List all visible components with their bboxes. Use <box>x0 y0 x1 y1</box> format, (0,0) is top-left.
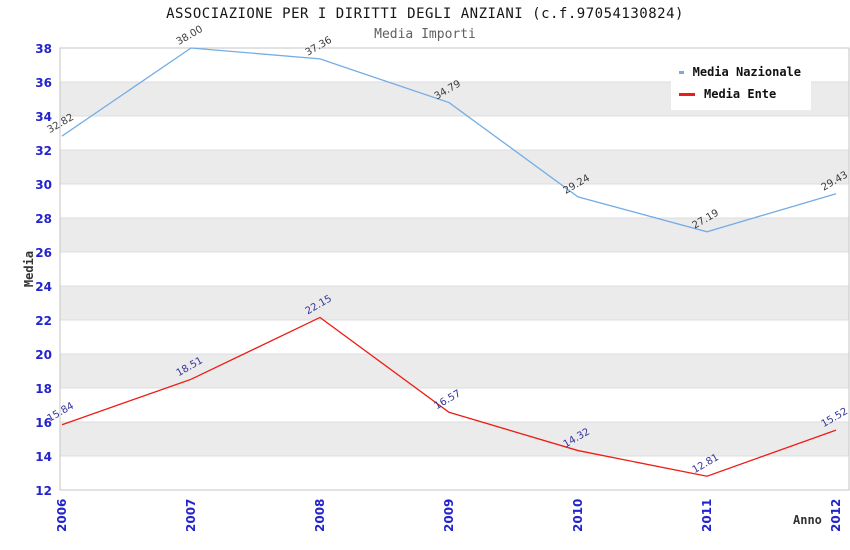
legend-item-media-nazionale: Media Nazionale <box>679 65 801 79</box>
svg-text:38: 38 <box>35 42 52 56</box>
legend-label-media-ente: Media Ente <box>704 87 777 101</box>
svg-text:22: 22 <box>35 314 52 328</box>
svg-text:2007: 2007 <box>184 499 198 532</box>
svg-text:14: 14 <box>35 450 52 464</box>
svg-text:36: 36 <box>35 76 52 90</box>
svg-text:2010: 2010 <box>571 499 585 532</box>
chart-subtitle: Media Importi <box>374 27 476 42</box>
y-axis-title: Media <box>22 250 36 288</box>
svg-text:24: 24 <box>35 280 52 294</box>
media-ente-line-swatch <box>679 92 695 96</box>
svg-text:2006: 2006 <box>55 499 69 532</box>
legend: Media Nazionale Media Ente <box>671 57 811 110</box>
svg-text:20: 20 <box>35 348 52 362</box>
svg-text:32: 32 <box>35 144 52 158</box>
svg-text:18: 18 <box>35 382 52 396</box>
svg-text:30: 30 <box>35 178 52 192</box>
svg-text:2012: 2012 <box>829 499 843 532</box>
chart-title: ASSOCIAZIONE PER I DIRITTI DEGLI ANZIANI… <box>166 6 684 22</box>
svg-text:28: 28 <box>35 212 52 226</box>
legend-item-media-ente: Media Ente <box>679 87 801 101</box>
svg-text:26: 26 <box>35 246 52 260</box>
media-nazionale-line-swatch <box>679 70 684 74</box>
svg-text:2009: 2009 <box>442 499 456 532</box>
svg-text:2008: 2008 <box>313 499 327 532</box>
svg-text:34: 34 <box>35 110 52 124</box>
svg-text:2011: 2011 <box>700 499 714 532</box>
x-axis-title: Anno <box>793 513 822 527</box>
legend-label-media-nazionale: Media Nazionale <box>692 65 801 79</box>
svg-text:16: 16 <box>35 416 52 430</box>
svg-text:12: 12 <box>35 484 52 498</box>
